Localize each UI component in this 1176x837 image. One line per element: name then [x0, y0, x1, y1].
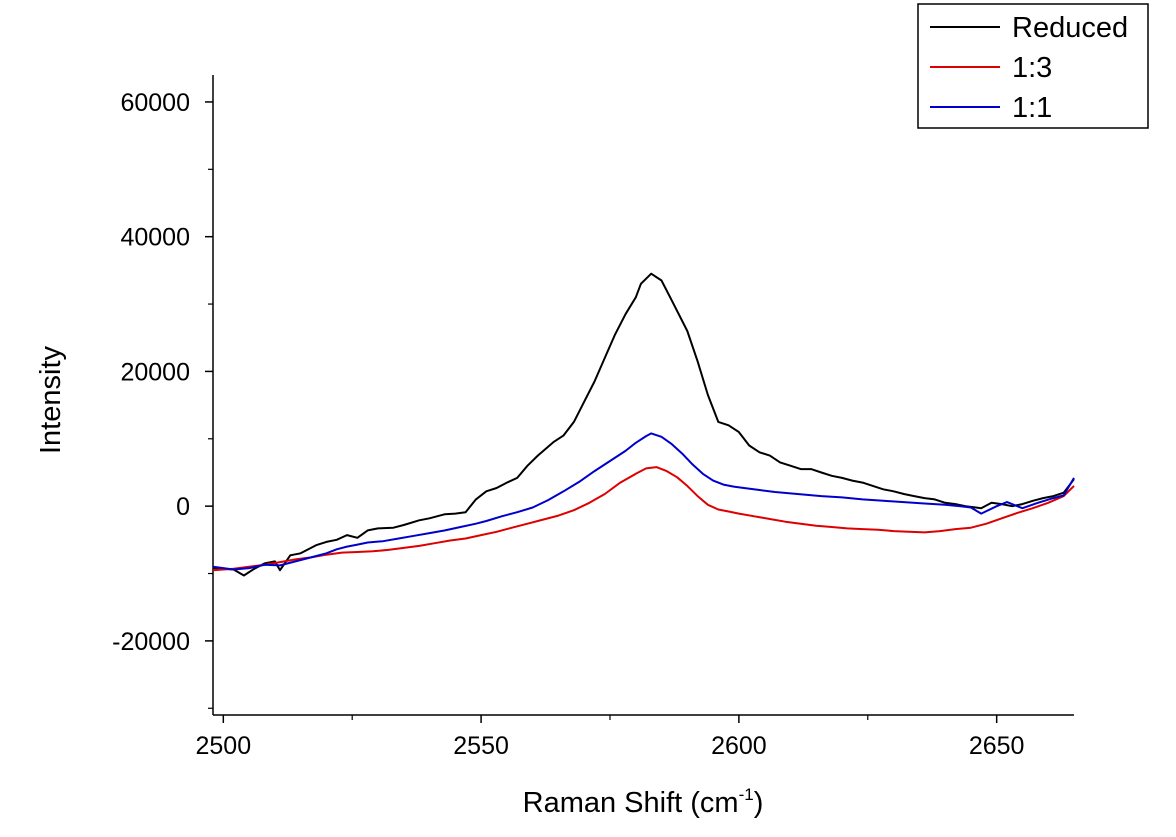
y-tick-label: 40000 [120, 224, 190, 252]
series-line-1-3 [212, 466, 1075, 572]
x-axis-title-suffix: ) [754, 787, 764, 819]
x-tick-label: 2500 [195, 732, 251, 760]
x-axis-title: Raman Shift (cm-1) [523, 785, 764, 819]
y-tick-label: 0 [176, 493, 190, 521]
x-axis-title-superscript: -1 [739, 785, 754, 804]
legend: Reduced 1:3 1:1 [917, 3, 1149, 129]
y-tick-label: 60000 [120, 89, 190, 117]
legend-label-1-3: 1:3 [1012, 52, 1052, 84]
legend-label-reduced: Reduced [1012, 12, 1128, 44]
series-lines [212, 272, 1075, 577]
x-axis: 2500 2550 2600 2650 [195, 715, 1024, 760]
x-tick-label: 2550 [453, 732, 509, 760]
x-tick-label: 2600 [711, 732, 767, 760]
x-tick-label: 2650 [969, 732, 1025, 760]
y-tick-label: -20000 [112, 628, 190, 656]
plot-frame [212, 75, 1074, 716]
series-line-reduced [212, 272, 1075, 577]
y-axis-title: Intensity [35, 346, 67, 454]
y-axis: -20000 0 20000 40000 60000 [112, 89, 213, 709]
series-line-1-1 [212, 432, 1075, 571]
x-axis-title-main: Raman Shift (cm [523, 787, 739, 819]
legend-label-1-1: 1:1 [1012, 92, 1052, 124]
y-tick-label: 20000 [120, 358, 190, 386]
